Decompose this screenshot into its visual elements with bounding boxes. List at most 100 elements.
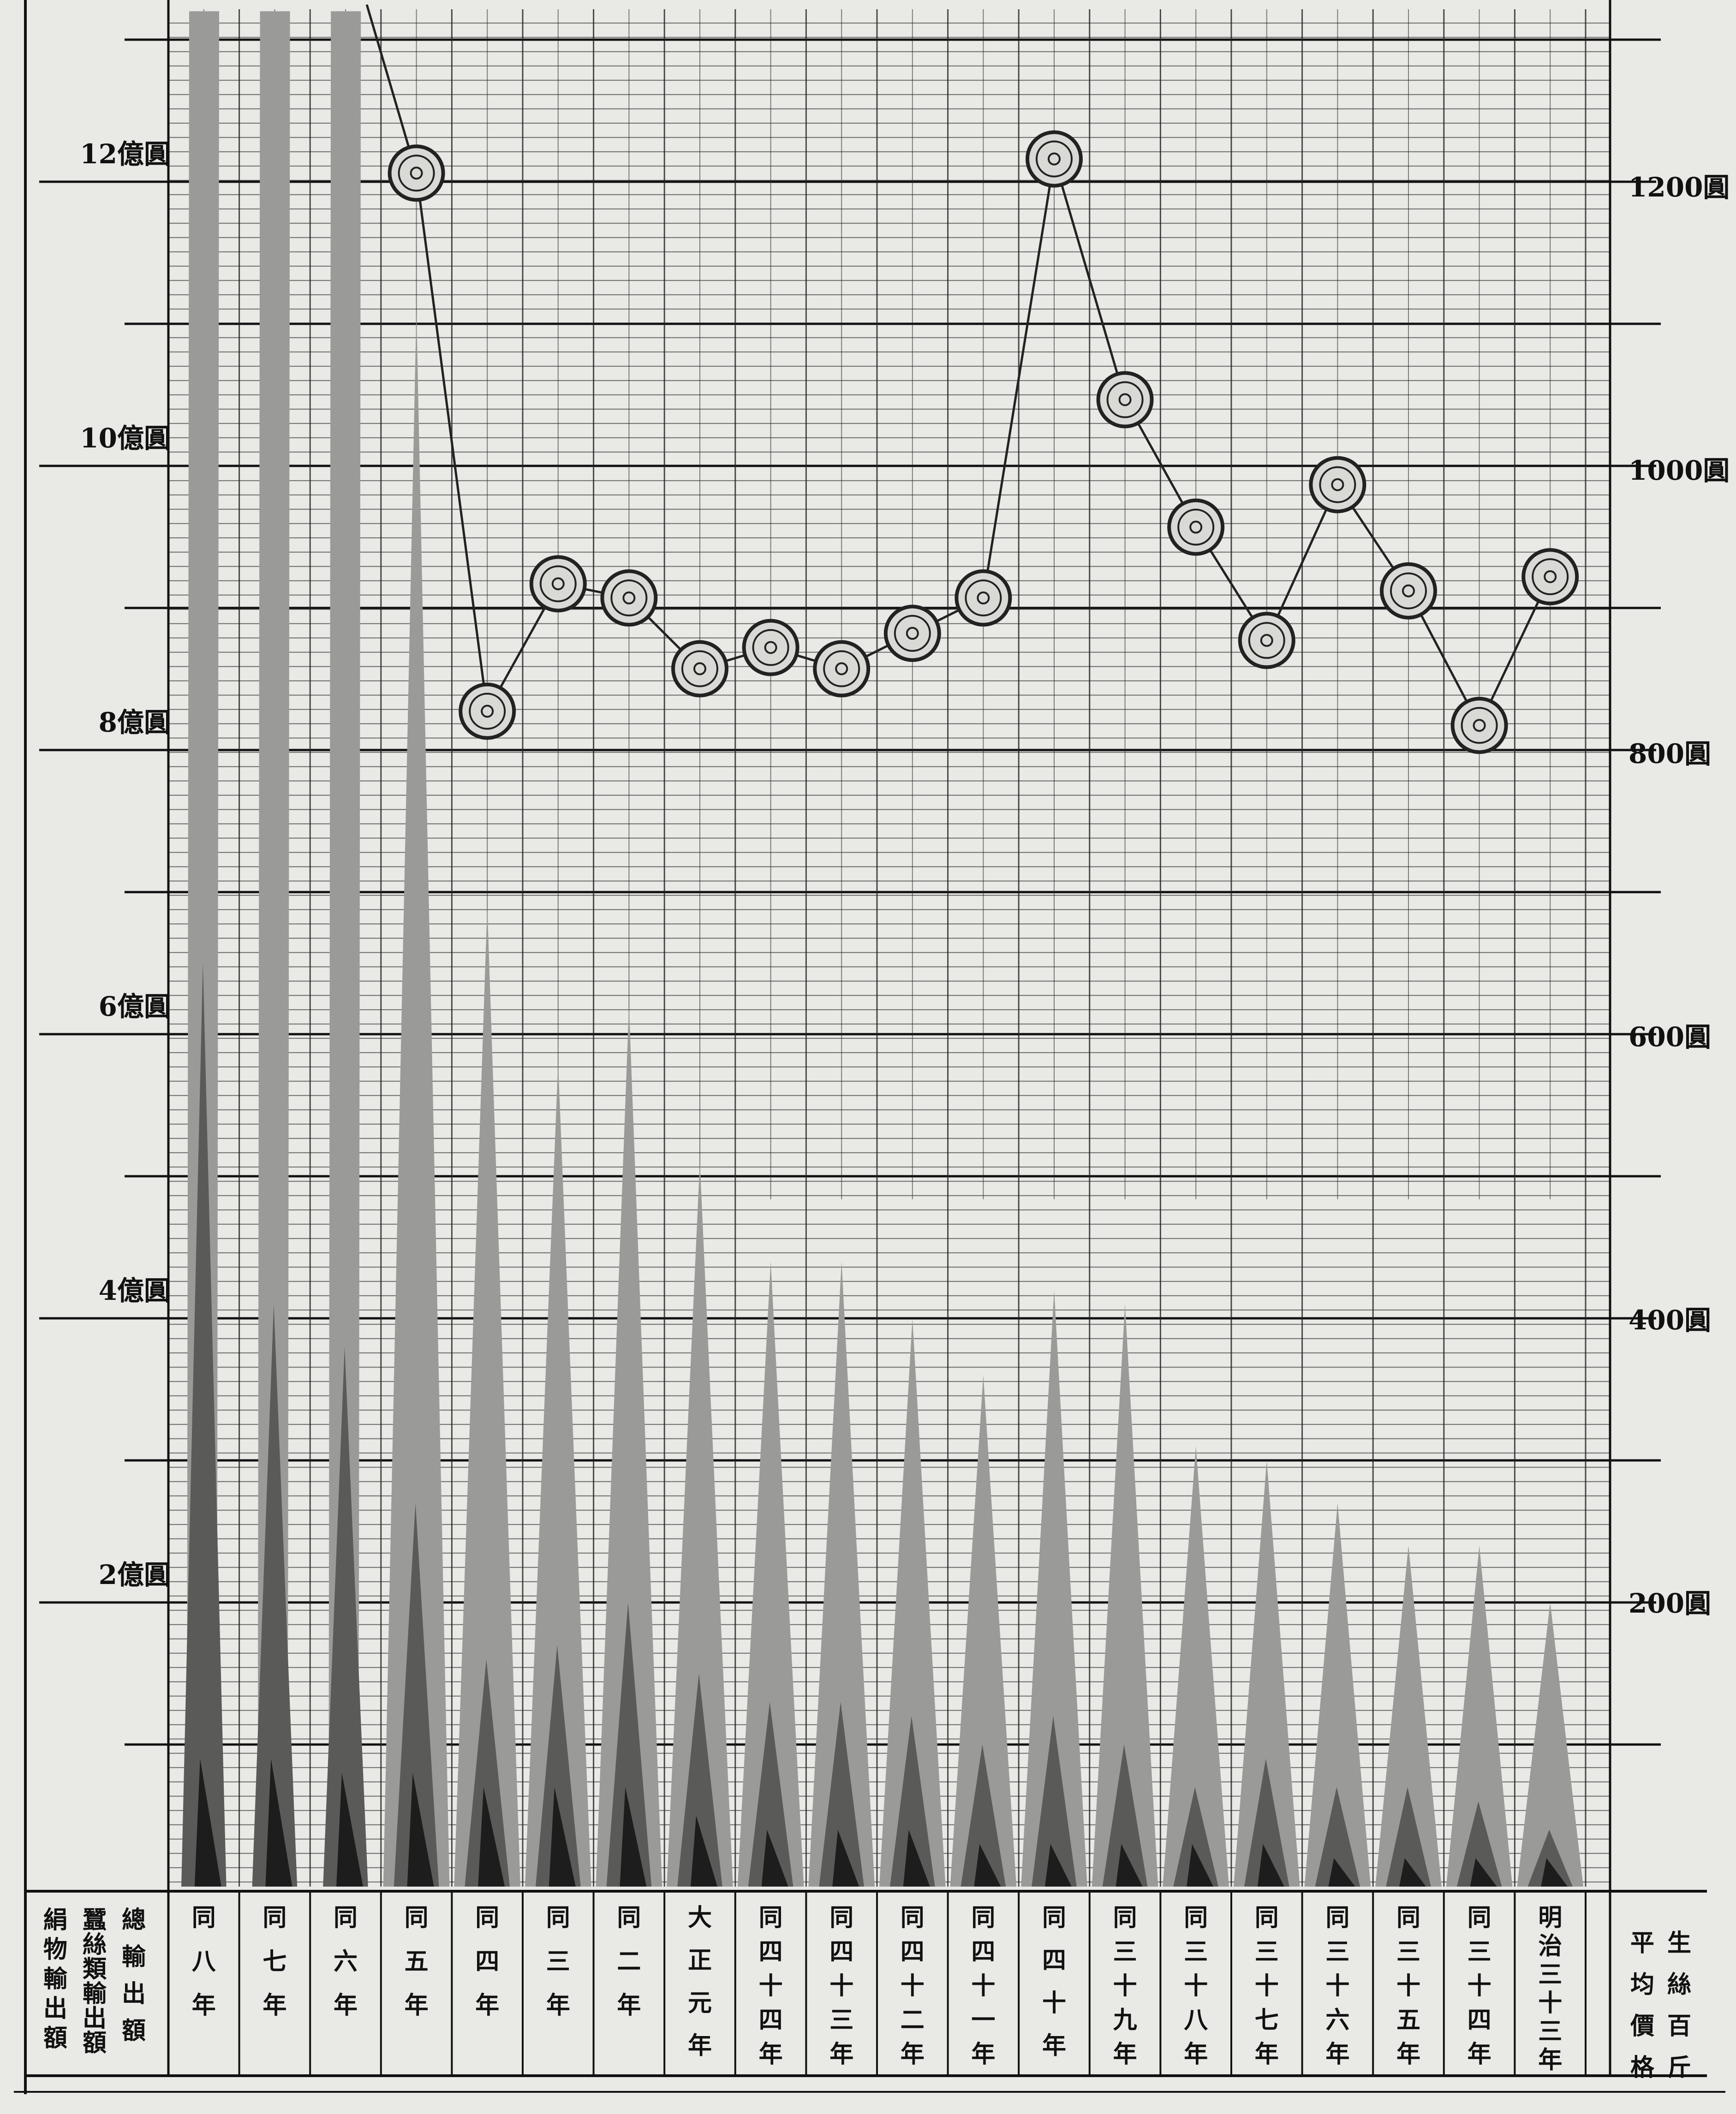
silk-export-bar	[819, 1702, 864, 1887]
price-point	[600, 569, 658, 627]
total-export-bar	[596, 1006, 662, 1887]
total-export-bar	[808, 1261, 875, 1887]
total-export-bar	[454, 906, 520, 1887]
price-point-center	[481, 704, 494, 718]
year-label: 同八年	[192, 1904, 216, 2019]
total-export-bar	[1375, 1545, 1442, 1887]
price-point-ring	[1461, 707, 1498, 744]
price-point-center	[977, 591, 990, 605]
year-label: 同三十九年	[1113, 1904, 1137, 2068]
year-label: 同四十年	[1042, 1904, 1066, 2060]
axis-labels: 2億圓 4億圓 6億圓 8億圓 10億圓 12億圓 200圓 400圓 600圓 800圓 1000…	[80, 138, 1730, 1619]
year-label-text: 同四十年	[1042, 1904, 1066, 2060]
silk-export-bar	[677, 1673, 722, 1887]
price-point-center	[1048, 152, 1061, 166]
year-label: 同四十一年	[971, 1904, 995, 2068]
total-export-bar	[383, 310, 450, 1887]
price-point	[1521, 548, 1579, 606]
total-export-bar	[1092, 1304, 1158, 1887]
silk-export-bar	[1386, 1787, 1431, 1887]
price-point-ring	[398, 155, 435, 192]
price-point-center	[1473, 719, 1486, 732]
silk-goods-export-bar	[1045, 1844, 1072, 1887]
price-point	[1238, 612, 1295, 669]
price-point-ring	[965, 579, 1002, 617]
year-label-text: 同三十七年	[1255, 1904, 1279, 2068]
total-export-bar	[950, 1375, 1017, 1887]
year-label-text: 明治三十三年	[1538, 1904, 1562, 2074]
legend-series-label: 總輸出額	[122, 1906, 146, 2045]
silk-goods-export-bar	[549, 1787, 576, 1887]
year-label-text: 大正元年	[688, 1904, 712, 2060]
year-label: 同四十三年	[829, 1904, 853, 2068]
year-label: 明治三十三年	[1538, 1904, 1562, 2074]
silk-goods-export-bar	[903, 1829, 930, 1887]
right-axis-tick-label: 400圓	[1629, 1304, 1711, 1336]
year-labels: 同八年 同七年 同六年 同五年 同四年 同三年 同二年 大正元年 同四十四年 同四十三年 同四十二年…	[192, 1904, 1562, 2074]
silk-goods-export-bar	[1328, 1858, 1355, 1887]
silk-export-bar	[1456, 1801, 1502, 1887]
left-axis-tick-label: 4億圓	[99, 1275, 171, 1306]
silk-export-bar	[252, 1304, 298, 1887]
silk-export-bar	[1244, 1758, 1289, 1887]
year-label-text: 同三十九年	[1113, 1904, 1137, 2068]
price-point-center	[622, 591, 636, 605]
year-label-text: 同六年	[334, 1904, 358, 2019]
year-label: 同二年	[617, 1904, 641, 2019]
silk-export-bar	[960, 1745, 1006, 1887]
price-point	[1309, 456, 1366, 513]
price-point-ring	[1177, 508, 1215, 546]
silk-export-bar	[1173, 1787, 1218, 1887]
year-label-text: 同四十一年	[971, 1904, 995, 2068]
silk-export-bar	[890, 1716, 935, 1887]
year-label-text: 同八年	[192, 1904, 216, 2019]
silk-export-bar	[181, 963, 227, 1887]
price-point-ring	[539, 565, 577, 602]
price-point-ring	[1106, 381, 1144, 418]
price-line	[365, 4, 1579, 754]
price-point	[529, 555, 587, 613]
year-label: 同三十八年	[1184, 1904, 1208, 2068]
year-label-text: 同二年	[617, 1904, 641, 2019]
price-point	[1167, 498, 1225, 556]
year-label: 同三十四年	[1468, 1904, 1491, 2068]
silk-goods-export-bar	[1116, 1844, 1143, 1887]
price-point	[955, 569, 1012, 627]
silk-goods-export-bar	[761, 1829, 788, 1887]
total-export-bar	[737, 1261, 804, 1887]
year-label-text: 同三十八年	[1184, 1904, 1208, 2068]
price-point-center	[551, 577, 565, 590]
right-axis-tick-label: 200圓	[1629, 1588, 1711, 1619]
price-point-center	[1189, 520, 1203, 534]
price-point-center	[835, 662, 848, 675]
price-point	[883, 605, 941, 662]
silk-goods-export-bar	[691, 1816, 717, 1887]
year-label-text: 同三十五年	[1396, 1904, 1420, 2068]
price-point-center	[410, 167, 423, 180]
price-point-ring	[894, 615, 931, 652]
silk-export-bar	[394, 1503, 439, 1887]
price-point	[1380, 562, 1437, 619]
price-point-ring	[752, 629, 789, 666]
legend-series-label: 蠶絲類輸出額	[83, 1906, 107, 2057]
silk-goods-export-bar	[620, 1787, 647, 1887]
year-label: 同六年	[334, 1904, 358, 2019]
total-export-bar	[1446, 1545, 1513, 1887]
left-axis-tick-label: 6億圓	[99, 991, 171, 1022]
year-label-text: 同四十二年	[901, 1904, 925, 2068]
price-point-ring	[1248, 622, 1285, 659]
price-point-center	[1331, 478, 1344, 491]
price-point	[1096, 371, 1154, 429]
silk-goods-export-bar	[1257, 1844, 1284, 1887]
price-point-ring	[610, 579, 648, 617]
total-export-bar	[328, 11, 361, 1887]
legend-price-label: 平均價格	[1630, 1929, 1655, 2082]
silk-export-bar	[748, 1702, 793, 1887]
left-axis-tick-label: 2億圓	[99, 1559, 171, 1590]
silk-goods-export-bar	[1399, 1858, 1426, 1887]
chart-frame	[14, 0, 1725, 2094]
silk-goods-export-bar	[974, 1844, 1001, 1887]
year-label-text: 同五年	[405, 1904, 429, 2019]
silk-goods-export-bar	[265, 1758, 292, 1887]
right-axis-tick-label: 1200圓	[1629, 172, 1730, 203]
